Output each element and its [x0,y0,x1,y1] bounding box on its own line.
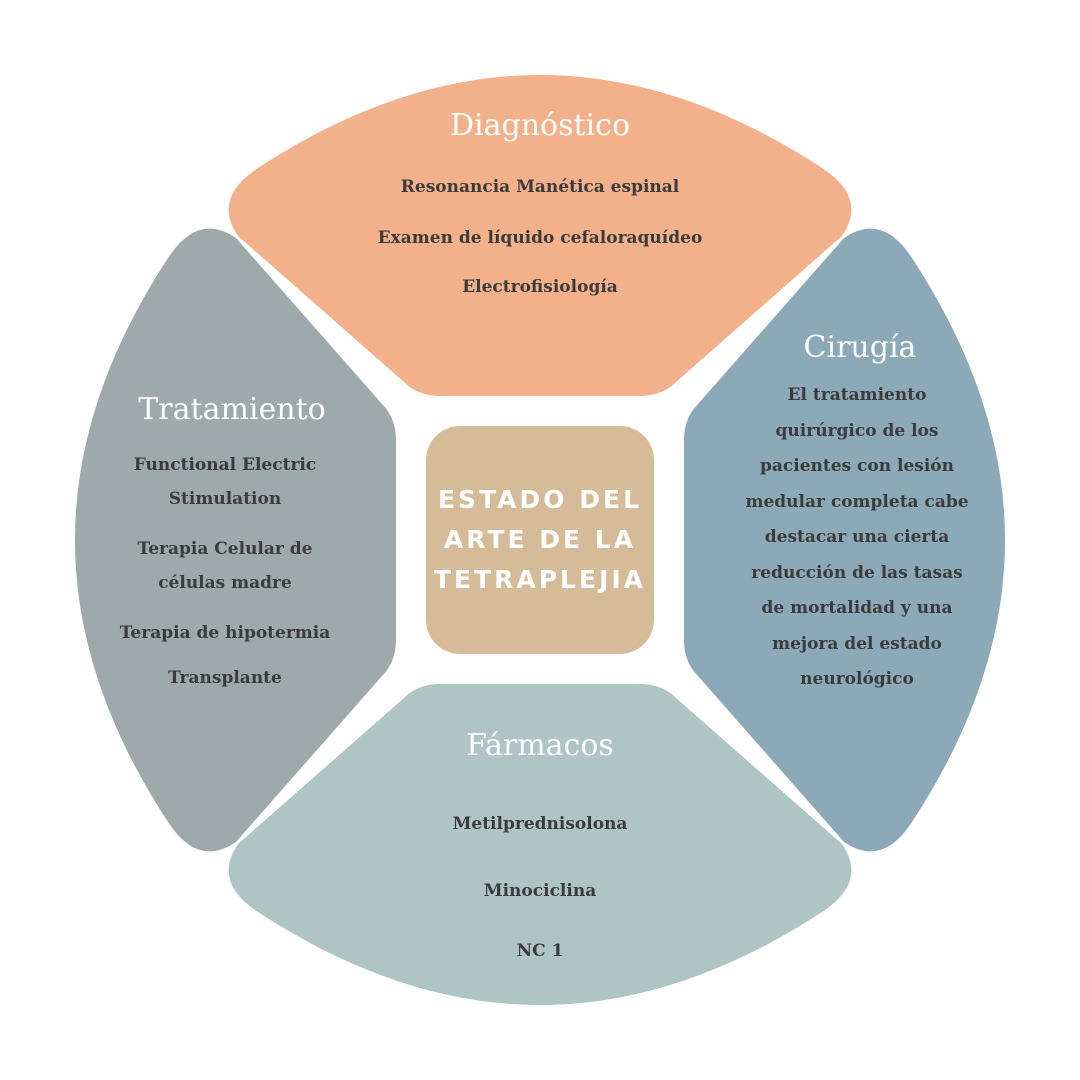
diagnostico-item: Examen de líquido cefaloraquídeo [377,228,703,248]
diagnostico-item: Resonancia Manética espinal [400,177,680,197]
farmacos-title: Fármacos [466,728,614,763]
farmacos-item: Minociclina [483,881,597,901]
diagnostico-segment [228,75,852,396]
farmacos-segment [228,684,852,1005]
cirugia-title: Cirugía [803,330,917,365]
tratamiento-segment [75,228,396,852]
tratamiento-item: Terapia de hipotermia [119,623,331,643]
diagnostico-title: Diagnóstico [449,108,631,143]
tratamiento-title: Tratamiento [138,392,326,427]
tratamiento-item: Transplante [168,668,282,688]
cirugia-segment [684,228,1005,852]
center-box [426,426,654,654]
tratamiento-item: Terapia Celular de células madre [137,539,313,593]
diagnostico-item: Electrofisiología [462,277,618,297]
cirugia-text: El tratamiento quirúrgico de los pacient… [745,385,969,689]
tratamiento-item: Functional Electric Stimulation [133,455,317,509]
center-title: ESTADO DEL ARTE DE LA TETRAPLEJIA [433,485,647,594]
farmacos-item: Metilprednisolona [452,814,628,834]
farmacos-item: NC 1 [516,941,564,961]
